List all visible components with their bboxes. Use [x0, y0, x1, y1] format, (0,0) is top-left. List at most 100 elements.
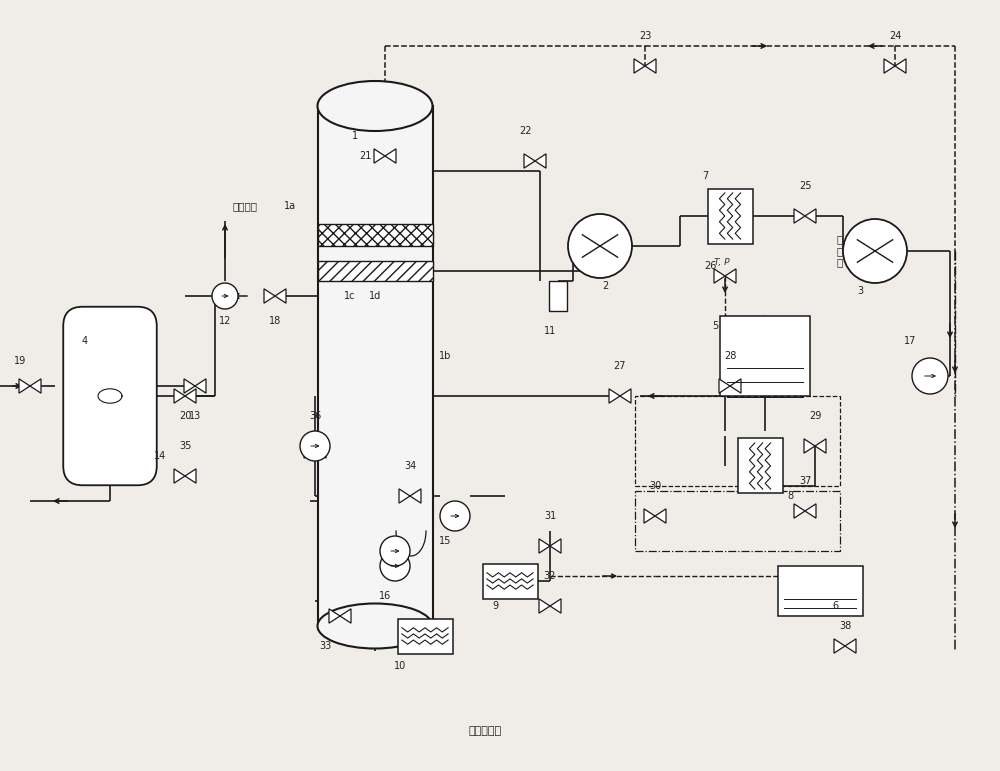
Polygon shape: [539, 599, 550, 613]
Polygon shape: [315, 444, 326, 458]
Ellipse shape: [318, 604, 432, 648]
Polygon shape: [805, 504, 816, 518]
Circle shape: [380, 551, 410, 581]
Polygon shape: [174, 469, 185, 483]
Polygon shape: [634, 59, 645, 73]
Polygon shape: [895, 59, 906, 73]
Text: 11: 11: [544, 326, 556, 336]
Text: 4: 4: [82, 336, 88, 346]
Polygon shape: [794, 209, 805, 223]
Bar: [778, 566, 862, 616]
Bar: [482, 564, 538, 598]
Text: 不凝结气: 不凝结气: [232, 201, 258, 211]
Polygon shape: [725, 269, 736, 283]
Bar: [318, 261, 432, 281]
Text: 16: 16: [379, 591, 391, 601]
Polygon shape: [609, 389, 620, 403]
Polygon shape: [304, 444, 315, 458]
Text: 5: 5: [712, 321, 718, 331]
Text: 17: 17: [904, 336, 916, 346]
Text: 29: 29: [809, 411, 821, 421]
Text: 20: 20: [179, 411, 191, 421]
Text: 21: 21: [359, 151, 371, 161]
Circle shape: [912, 358, 948, 394]
Polygon shape: [340, 609, 351, 623]
Polygon shape: [264, 289, 275, 303]
Polygon shape: [714, 269, 725, 283]
Polygon shape: [374, 149, 385, 163]
Polygon shape: [539, 539, 550, 553]
Text: 22: 22: [519, 126, 531, 136]
Polygon shape: [645, 59, 656, 73]
Polygon shape: [884, 59, 895, 73]
Polygon shape: [185, 469, 196, 483]
Text: T, P: T, P: [714, 258, 730, 268]
Circle shape: [300, 431, 330, 461]
Text: 7: 7: [702, 171, 708, 181]
Text: 1b: 1b: [439, 351, 451, 361]
Text: 18: 18: [269, 316, 281, 326]
Polygon shape: [195, 379, 206, 393]
Bar: [318, 106, 432, 626]
Text: 8: 8: [787, 491, 793, 501]
Polygon shape: [275, 289, 286, 303]
Text: 15: 15: [439, 536, 451, 546]
Polygon shape: [329, 609, 340, 623]
Polygon shape: [550, 599, 561, 613]
Circle shape: [843, 219, 907, 283]
Text: 2: 2: [602, 281, 608, 291]
Polygon shape: [644, 509, 655, 524]
Text: 33: 33: [319, 641, 331, 651]
Polygon shape: [174, 389, 185, 403]
Text: 6: 6: [832, 601, 838, 611]
Polygon shape: [399, 489, 410, 503]
Text: 1c: 1c: [344, 291, 356, 301]
Bar: [635, 491, 840, 551]
Text: 30: 30: [649, 481, 661, 491]
Polygon shape: [719, 379, 730, 393]
Text: 1: 1: [352, 131, 358, 141]
Text: 34: 34: [404, 461, 416, 471]
Text: 36: 36: [309, 411, 321, 421]
Polygon shape: [815, 439, 826, 453]
Bar: [635, 396, 840, 486]
Polygon shape: [730, 379, 741, 393]
Polygon shape: [184, 379, 195, 393]
Text: 3: 3: [857, 286, 863, 296]
Polygon shape: [550, 539, 561, 553]
Text: 26: 26: [704, 261, 716, 271]
Text: 浓缩液排出: 浓缩液排出: [468, 726, 502, 736]
Bar: [738, 439, 782, 493]
Polygon shape: [524, 154, 535, 168]
Circle shape: [212, 283, 238, 309]
Polygon shape: [845, 639, 856, 653]
Polygon shape: [794, 504, 805, 518]
Text: 32: 32: [544, 571, 556, 581]
FancyBboxPatch shape: [63, 307, 157, 485]
Polygon shape: [30, 379, 41, 393]
Circle shape: [568, 214, 632, 278]
Circle shape: [380, 536, 410, 566]
Polygon shape: [185, 389, 196, 403]
Polygon shape: [655, 509, 666, 524]
Text: 38: 38: [839, 621, 851, 631]
Bar: [708, 188, 753, 244]
Polygon shape: [805, 209, 816, 223]
Text: 12: 12: [219, 316, 231, 326]
Text: 14: 14: [154, 451, 166, 461]
Polygon shape: [535, 154, 546, 168]
Ellipse shape: [318, 81, 432, 131]
Polygon shape: [804, 439, 815, 453]
Polygon shape: [19, 379, 30, 393]
Polygon shape: [620, 389, 631, 403]
Text: 13: 13: [189, 411, 201, 421]
Circle shape: [440, 501, 470, 531]
Text: 31: 31: [544, 511, 556, 521]
Polygon shape: [385, 149, 396, 163]
Text: 10: 10: [394, 661, 406, 671]
Text: 28: 28: [724, 351, 736, 361]
Polygon shape: [410, 489, 421, 503]
Text: 37: 37: [799, 476, 811, 486]
Bar: [398, 618, 452, 654]
Text: 1d: 1d: [369, 291, 381, 301]
